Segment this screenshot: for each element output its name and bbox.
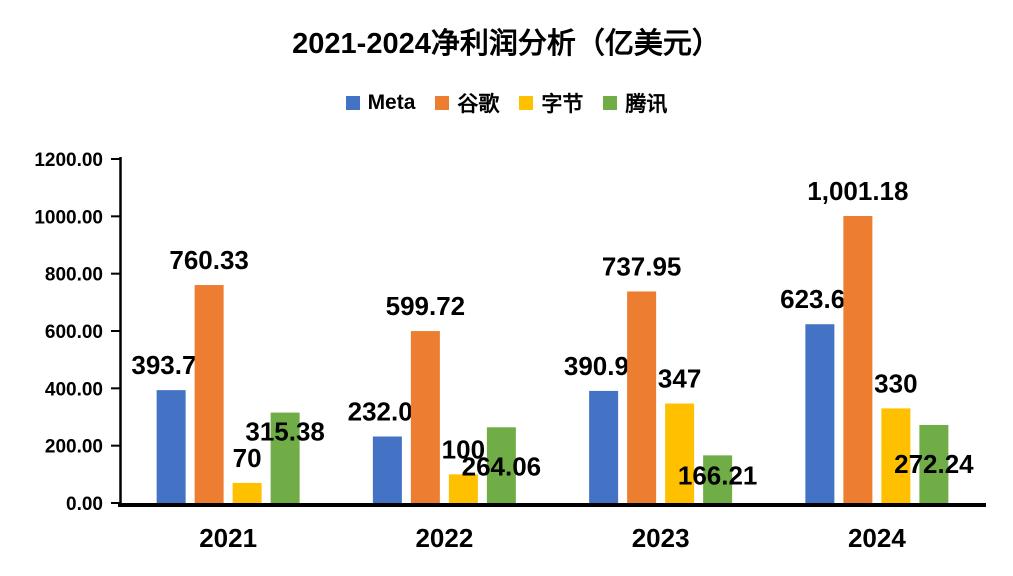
value-label-bytedance-2022: 100 (442, 434, 485, 464)
legend-label-google: 谷歌 (457, 93, 500, 116)
bar-meta-2023 (589, 390, 619, 503)
value-label-google-2024: 1,001.18 (807, 176, 908, 206)
legend-swatch-meta (345, 96, 360, 110)
legend-item-google: 谷歌 (435, 88, 499, 118)
bar-bytedance-2024 (881, 408, 911, 503)
value-label-google-2022: 599.72 (386, 291, 466, 321)
chart-title: 2021-2024净利润分析（亿美元） (292, 28, 721, 60)
bar-bytedance-2022 (448, 474, 478, 503)
bar-tencent-2021 (270, 412, 300, 503)
value-label-bytedance-2023: 347 (658, 364, 701, 394)
value-label-tencent-2024: 272.24 (894, 449, 974, 479)
bar-meta-2021 (156, 390, 186, 503)
value-label-tencent-2021: 315.38 (245, 417, 325, 447)
x-axis-category-label-2022: 2022 (415, 523, 473, 553)
x-axis-category-label-2023: 2023 (632, 523, 690, 553)
legend-item-meta: Meta (345, 91, 416, 115)
y-axis-tick-label: 0.00 (66, 494, 103, 515)
legend-item-tencent: 腾讯 (603, 88, 667, 118)
chart-legend: Meta 谷歌 字节 腾讯 (0, 88, 1013, 118)
legend-item-bytedance: 字节 (519, 88, 583, 118)
bar-meta-2024 (805, 324, 835, 503)
x-axis-category-label-2021: 2021 (199, 523, 257, 553)
bar-tencent-2024 (919, 424, 949, 503)
value-label-google-2021: 760.33 (169, 245, 249, 275)
bar-bytedance-2023 (665, 403, 695, 503)
y-axis-tick-label: 1200.00 (34, 150, 103, 171)
value-label-bytedance-2021: 70 (233, 443, 262, 473)
bar-google-2023 (627, 291, 657, 503)
bar-google-2022 (410, 331, 440, 503)
bar-tencent-2023 (703, 455, 733, 503)
legend-label-tencent: 腾讯 (625, 93, 668, 116)
value-label-bytedance-2024: 330 (874, 368, 917, 398)
legend-label-meta: Meta (367, 91, 416, 114)
y-axis-tick-label: 200.00 (45, 437, 103, 458)
y-axis-tick-label: 1000.00 (34, 207, 103, 228)
bar-google-2021 (194, 285, 224, 503)
legend-swatch-tencent (603, 96, 618, 110)
value-label-google-2023: 737.95 (602, 251, 682, 281)
legend-swatch-bytedance (519, 96, 534, 110)
legend-swatch-google (435, 96, 450, 110)
y-axis-tick-label: 400.00 (45, 379, 103, 400)
y-axis-tick-label: 800.00 (45, 265, 103, 286)
bar-meta-2022 (372, 436, 402, 503)
value-label-tencent-2022: 264.06 (462, 451, 542, 481)
legend-label-bytedance: 字节 (541, 93, 584, 116)
x-axis-category-label-2024: 2024 (848, 523, 906, 553)
bar-tencent-2022 (486, 427, 516, 503)
bar-bytedance-2021 (232, 482, 262, 503)
bar-google-2024 (843, 215, 873, 504)
y-axis-tick-label: 600.00 (45, 322, 103, 343)
value-label-tencent-2023: 166.21 (678, 460, 758, 490)
